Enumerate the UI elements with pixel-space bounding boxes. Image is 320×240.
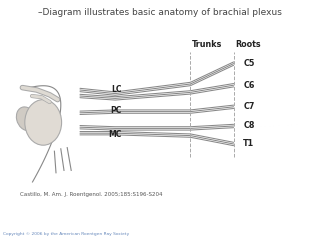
Text: C7: C7 <box>243 102 255 111</box>
Text: –Diagram illustrates basic anatomy of brachial plexus: –Diagram illustrates basic anatomy of br… <box>38 8 282 18</box>
Text: C8: C8 <box>243 121 255 131</box>
Text: C5: C5 <box>243 59 255 68</box>
Text: AJR: AJR <box>265 212 300 229</box>
Text: T1: T1 <box>243 139 254 149</box>
Text: LC: LC <box>111 85 122 95</box>
Text: C6: C6 <box>243 81 255 90</box>
Ellipse shape <box>16 107 36 131</box>
Text: MC: MC <box>108 130 122 139</box>
Text: Copyright © 2006 by the American Roentgen Ray Society: Copyright © 2006 by the American Roentge… <box>3 232 130 236</box>
Text: Trunks: Trunks <box>192 40 222 49</box>
Ellipse shape <box>25 100 62 145</box>
Text: PC: PC <box>110 106 122 115</box>
Text: Roots: Roots <box>235 40 261 49</box>
Text: Castillo, M. Am. J. Roentgenol. 2005;185:S196-S204: Castillo, M. Am. J. Roentgenol. 2005;185… <box>20 192 162 197</box>
